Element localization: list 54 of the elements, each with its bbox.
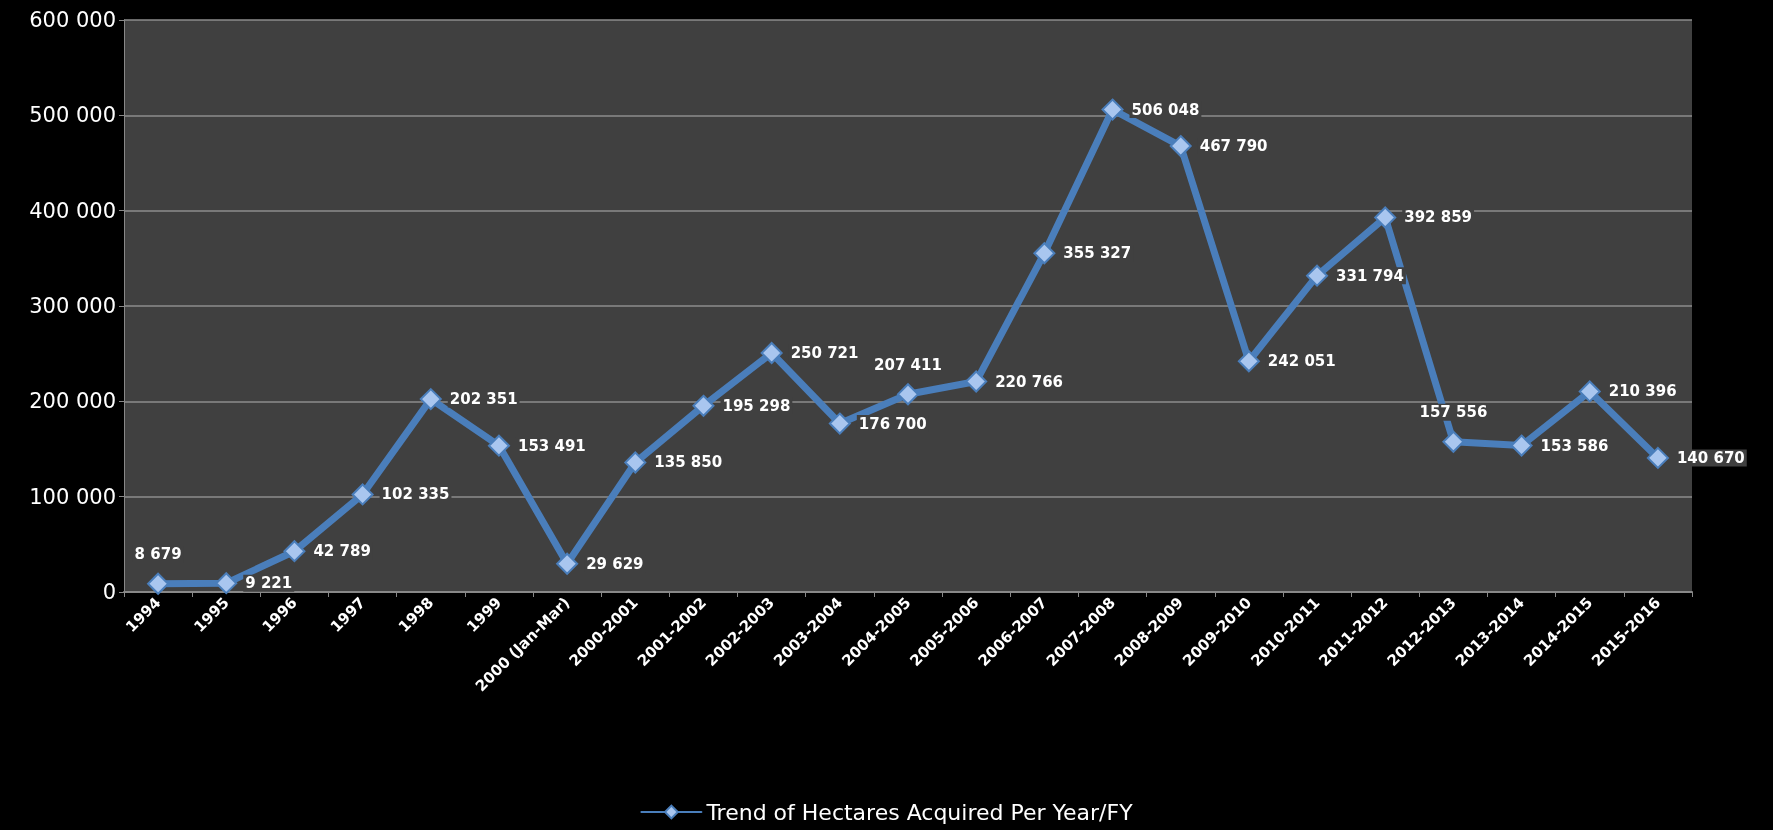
point: [419, 388, 442, 411]
y-tick-label: 500 000: [29, 103, 116, 128]
data-label: 157 556: [1419, 403, 1488, 422]
data-label: 331 794: [1336, 266, 1404, 285]
data-label: 195 298: [722, 396, 791, 415]
data-label: 8 679: [134, 545, 182, 564]
point: [1033, 242, 1056, 265]
point: [147, 572, 170, 595]
point: [760, 341, 783, 364]
data-label: 210 396: [1608, 382, 1677, 401]
data-label: 220 766: [995, 372, 1064, 391]
data-label: 355 327: [1063, 244, 1132, 263]
data-label: 207 411: [874, 355, 942, 374]
data-label: 29 629: [586, 554, 644, 573]
data-label: 467 790: [1199, 137, 1268, 156]
y-tick-label: 600 000: [29, 8, 116, 32]
point: [1101, 98, 1124, 121]
data-label: 9 221: [245, 574, 293, 593]
point: [487, 434, 510, 457]
y-tick-label: 100 000: [29, 484, 116, 509]
point: [1306, 264, 1329, 287]
point: [215, 572, 238, 595]
y-tick-label: 400 000: [29, 198, 116, 223]
y-tick-label: 200 000: [29, 389, 116, 414]
data-label: 506 048: [1131, 100, 1200, 119]
legend-label: Trend of Hectares Acquired Per Year/FY: [705, 799, 1134, 825]
point: [1578, 380, 1601, 403]
data-label: 392 859: [1404, 208, 1473, 227]
data-label: 202 351: [449, 390, 518, 409]
point: [1237, 350, 1260, 373]
data-label: 140 670: [1676, 448, 1745, 467]
point: [965, 370, 988, 393]
point: [351, 483, 374, 506]
point: [1646, 446, 1669, 469]
point: [1442, 430, 1465, 453]
point: [624, 451, 647, 474]
point: [1169, 135, 1192, 158]
data-label: 102 335: [381, 485, 450, 504]
point: [283, 540, 306, 563]
point: [1374, 206, 1397, 229]
point: [1510, 434, 1533, 457]
data-label: 250 721: [790, 343, 859, 362]
y-tick-label: 300 000: [29, 294, 116, 318]
y-tick-label: 0: [102, 580, 116, 604]
data-label: 242 051: [1267, 352, 1336, 371]
data-label: 176 700: [858, 414, 927, 433]
data-label: 42 789: [313, 542, 371, 561]
point: [556, 552, 579, 575]
data-label: 135 850: [654, 453, 723, 472]
data-label: 153 491: [517, 436, 586, 455]
point: [828, 412, 851, 435]
point: [692, 394, 715, 417]
data-label: 153 586: [1540, 436, 1609, 455]
point: [897, 383, 919, 406]
